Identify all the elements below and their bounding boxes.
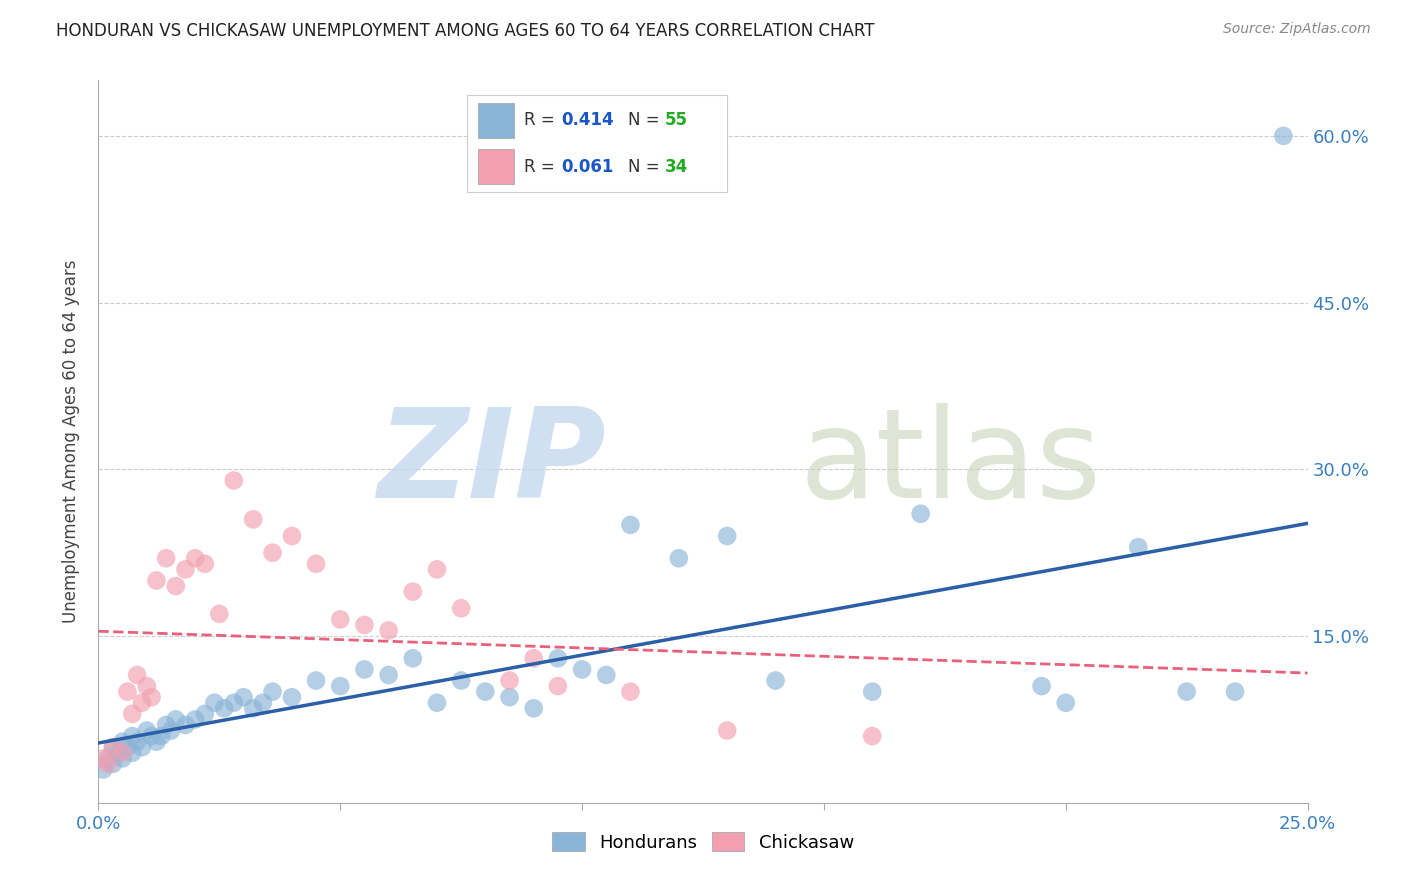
Point [194,706,217,721]
Point [377,668,399,682]
Point [377,624,399,638]
Point [91,763,114,777]
Point [111,734,134,748]
Point [281,529,304,543]
Point [131,696,153,710]
Point [155,551,177,566]
Point [450,673,472,688]
Point [141,729,163,743]
Point [547,679,569,693]
Point [121,746,143,760]
Point [547,651,569,665]
Y-axis label: Unemployment Among Ages 60 to 64 years: Unemployment Among Ages 60 to 64 years [62,260,80,624]
Point [111,751,134,765]
Point [242,512,264,526]
Point [127,668,149,682]
Point [101,756,124,771]
Text: atlas: atlas [800,402,1102,524]
Point [145,574,167,588]
Point [121,706,143,721]
Point [121,729,143,743]
Point [402,651,425,665]
Point [135,679,157,693]
Point [716,529,738,543]
Point [1175,684,1198,698]
Point [232,690,254,705]
Point [165,713,187,727]
Point [135,723,157,738]
Point [1128,540,1150,554]
Point [97,751,120,765]
Point [498,673,520,688]
Point [184,551,207,566]
Point [668,551,690,566]
Point [208,607,231,621]
Point [174,718,197,732]
Point [860,729,883,743]
Point [523,651,546,665]
Point [353,662,375,676]
Point [111,746,134,760]
Point [101,740,124,755]
Point [262,684,284,698]
Point [402,584,425,599]
Point [184,713,207,727]
Point [91,751,114,765]
Point [619,517,641,532]
Point [474,684,496,698]
Point [204,696,226,710]
Point [426,696,449,710]
Point [716,723,738,738]
Point [498,690,520,705]
Point [571,662,593,676]
Point [194,557,217,571]
Text: HONDURAN VS CHICKASAW UNEMPLOYMENT AMONG AGES 60 TO 64 YEARS CORRELATION CHART: HONDURAN VS CHICKASAW UNEMPLOYMENT AMONG… [56,22,875,40]
Point [145,734,167,748]
Point [165,579,187,593]
Point [450,601,472,615]
Point [131,740,153,755]
Point [1223,684,1246,698]
Point [252,696,274,710]
Point [523,701,546,715]
Point [426,562,449,576]
Point [910,507,932,521]
Point [97,756,120,771]
Point [174,562,197,576]
Point [1031,679,1053,693]
Point [262,546,284,560]
Text: ZIP: ZIP [378,402,606,524]
Point [222,474,245,488]
Point [141,690,163,705]
Point [127,734,149,748]
Point [212,701,235,715]
Point [765,673,787,688]
Point [101,740,124,755]
Point [1054,696,1077,710]
Point [155,718,177,732]
Point [353,618,375,632]
Point [329,612,352,626]
Point [305,557,328,571]
Legend: Hondurans, Chickasaw: Hondurans, Chickasaw [546,825,860,859]
Point [860,684,883,698]
Point [281,690,304,705]
Point [160,723,183,738]
Point [595,668,617,682]
Point [150,729,173,743]
Point [242,701,264,715]
Point [1272,128,1295,143]
Point [222,696,245,710]
Point [305,673,328,688]
Text: Source: ZipAtlas.com: Source: ZipAtlas.com [1223,22,1371,37]
Point [117,684,139,698]
Point [619,684,641,698]
Point [107,746,129,760]
Point [117,740,139,755]
Point [329,679,352,693]
